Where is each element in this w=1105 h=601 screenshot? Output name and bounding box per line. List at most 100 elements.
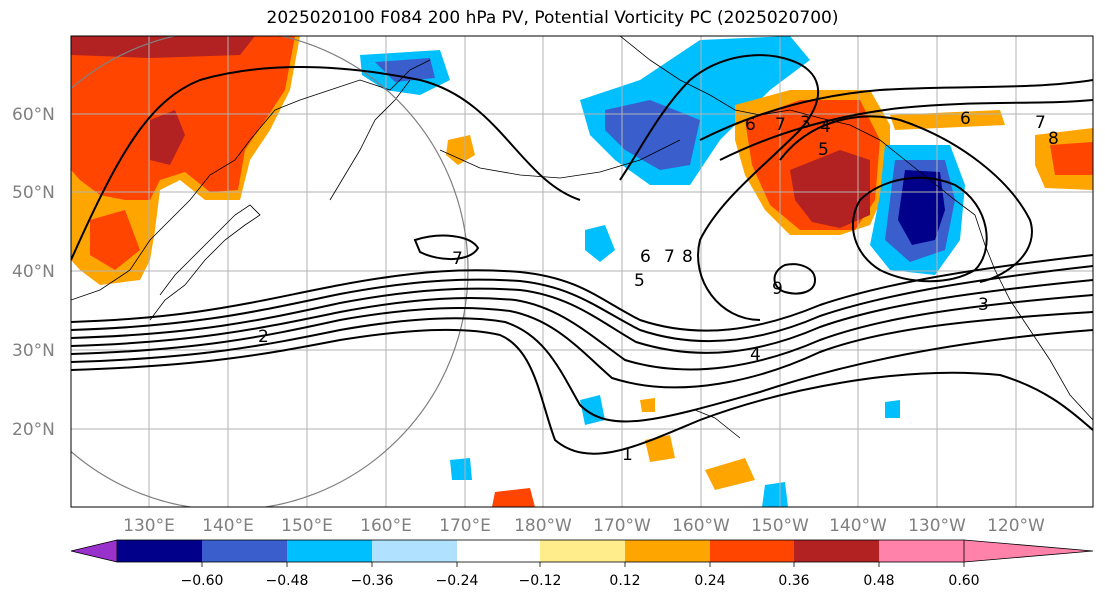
contour-jet-5 [71, 306, 1093, 389]
lat-label: 40°N [12, 262, 55, 282]
contour-cutoff-low [773, 263, 817, 295]
positive-patch-tropics-1 [640, 398, 655, 412]
negative-patch-okhotsk-core [375, 58, 435, 82]
lon-label: 120°W [987, 516, 1045, 536]
lat-label: 20°N [12, 420, 55, 440]
negative-patch-central [585, 225, 615, 262]
contour-label: 9 [772, 279, 783, 299]
contour-trough-bering [619, 54, 819, 321]
lat-label: 30°N [12, 341, 55, 361]
positive-patch-tropics-2 [645, 435, 675, 462]
contour-label: 4 [750, 345, 761, 365]
contour-label: 7 [1035, 113, 1046, 133]
contour-label: 6 [960, 109, 971, 129]
negative-anomaly-westcoast-core [898, 170, 945, 245]
contour-7-closed [413, 234, 480, 261]
colorbar-tick-label: −0.60 [181, 573, 224, 589]
colorbar-segment [540, 540, 625, 562]
negative-patch-tropics-2 [450, 458, 472, 480]
longitude-labels: 130°E 140°E 150°E 160°E 170°E 180°W 170°… [123, 516, 1045, 536]
negative-patch-tropics-4 [885, 400, 900, 418]
contour-label: 3 [978, 295, 989, 315]
colorbar-segment [202, 540, 287, 562]
lon-label: 180°W [514, 516, 572, 536]
colorbar-tick-label: 0.12 [609, 573, 640, 589]
colorbar-labels: −0.60 −0.48 −0.36 −0.24 −0.12 0.12 0.24 … [181, 573, 980, 589]
positive-anomaly-gulf-core [790, 150, 870, 228]
contour-ridge-west [71, 66, 581, 261]
positive-patch-tropics-4 [492, 488, 535, 507]
colorbar-extend-low [71, 540, 117, 562]
positive-anomaly-asia-core [71, 36, 255, 58]
gridlines [71, 36, 1093, 507]
colorbar-extend-high [964, 540, 1093, 562]
coast-hawaii [694, 409, 741, 439]
colorbar-segment [372, 540, 457, 562]
contour-label: 5 [634, 271, 645, 291]
lon-label: 160°E [360, 516, 412, 536]
colorbar-tick-label: 0.36 [778, 573, 809, 589]
colorbar-segment [879, 540, 964, 562]
lon-label: 140°E [202, 516, 254, 536]
map-title: 2025020100 F084 200 hPa PV, Potential Vo… [266, 8, 839, 28]
coast-asia [71, 59, 431, 301]
lon-label: 170°E [439, 516, 491, 536]
contour-label: 7 [775, 115, 786, 135]
coast-alaska [619, 36, 976, 216]
pv-contours [71, 54, 1093, 455]
contour-label: 8 [682, 247, 693, 267]
colorbar-outline-right [963, 539, 1094, 563]
colorbar-tick-label: −0.24 [436, 573, 479, 589]
contour-north-2 [719, 99, 1093, 161]
colorbar-ticks [201, 562, 965, 567]
colorbar-tick-label: 0.60 [948, 573, 979, 589]
contour-gulf-low-1 [851, 176, 988, 283]
map-area: 2 1 7 6 7 8 5 9 4 3 3 4 5 6 7 8 6 7 [71, 36, 1093, 507]
lon-label: 150°W [751, 516, 809, 536]
contour-label: 2 [258, 327, 269, 347]
colorbar-segment [625, 540, 710, 562]
colorbar-segment [287, 540, 372, 562]
contour-jet-4 [71, 294, 1093, 371]
contour-jet-2 [71, 265, 1093, 343]
positive-patch-kamchatka [446, 135, 475, 165]
contour-jet-6 [71, 317, 1093, 423]
contour-label: 5 [818, 140, 829, 160]
positive-patch-east-strong [1050, 142, 1093, 175]
colorbar-tick-label: 0.48 [863, 573, 894, 589]
lat-label: 60°N [12, 105, 55, 125]
colorbar-outline [116, 539, 965, 563]
positive-anomaly-asia-strong [71, 36, 295, 200]
contour-jet-3 [71, 279, 1093, 354]
lon-label: 130°E [123, 516, 175, 536]
contour-jet-1 [71, 254, 1093, 332]
contour-label: 1 [622, 445, 633, 465]
contour-north-1 [699, 79, 1093, 141]
colorbar-segment [710, 540, 794, 562]
colorbar-outline-left [70, 539, 118, 563]
contour-label: 4 [820, 117, 831, 137]
negative-anomaly-bering-core [605, 100, 700, 170]
contour-label: 7 [664, 247, 675, 267]
pv-shading [71, 36, 1093, 507]
colorbar-segment [794, 540, 879, 562]
coastlines [71, 36, 1093, 439]
lon-label: 150°E [281, 516, 333, 536]
contour-label: 6 [640, 247, 651, 267]
lon-label: 140°W [829, 516, 887, 536]
colorbar-tick-label: −0.36 [351, 573, 394, 589]
map-frame [70, 35, 1094, 508]
colorbar-tick-label: 0.24 [694, 573, 725, 589]
latitude-labels: 60°N 50°N 40°N 30°N 20°N [12, 105, 55, 440]
lon-label: 130°W [908, 516, 966, 536]
negative-patch-tropics-3 [762, 482, 788, 507]
coast-aleutians [439, 139, 681, 179]
colorbar-segment [117, 540, 202, 562]
contour-label: 6 [745, 115, 756, 135]
colorbar-tick-label: −0.48 [266, 573, 309, 589]
positive-patch-tropics-3 [705, 458, 755, 490]
positive-patch-canada [890, 110, 1005, 130]
coast-kamchatka [329, 79, 411, 201]
contour-gulf-low-2 [779, 115, 1033, 283]
colorbar-tick-label: −0.12 [519, 573, 562, 589]
